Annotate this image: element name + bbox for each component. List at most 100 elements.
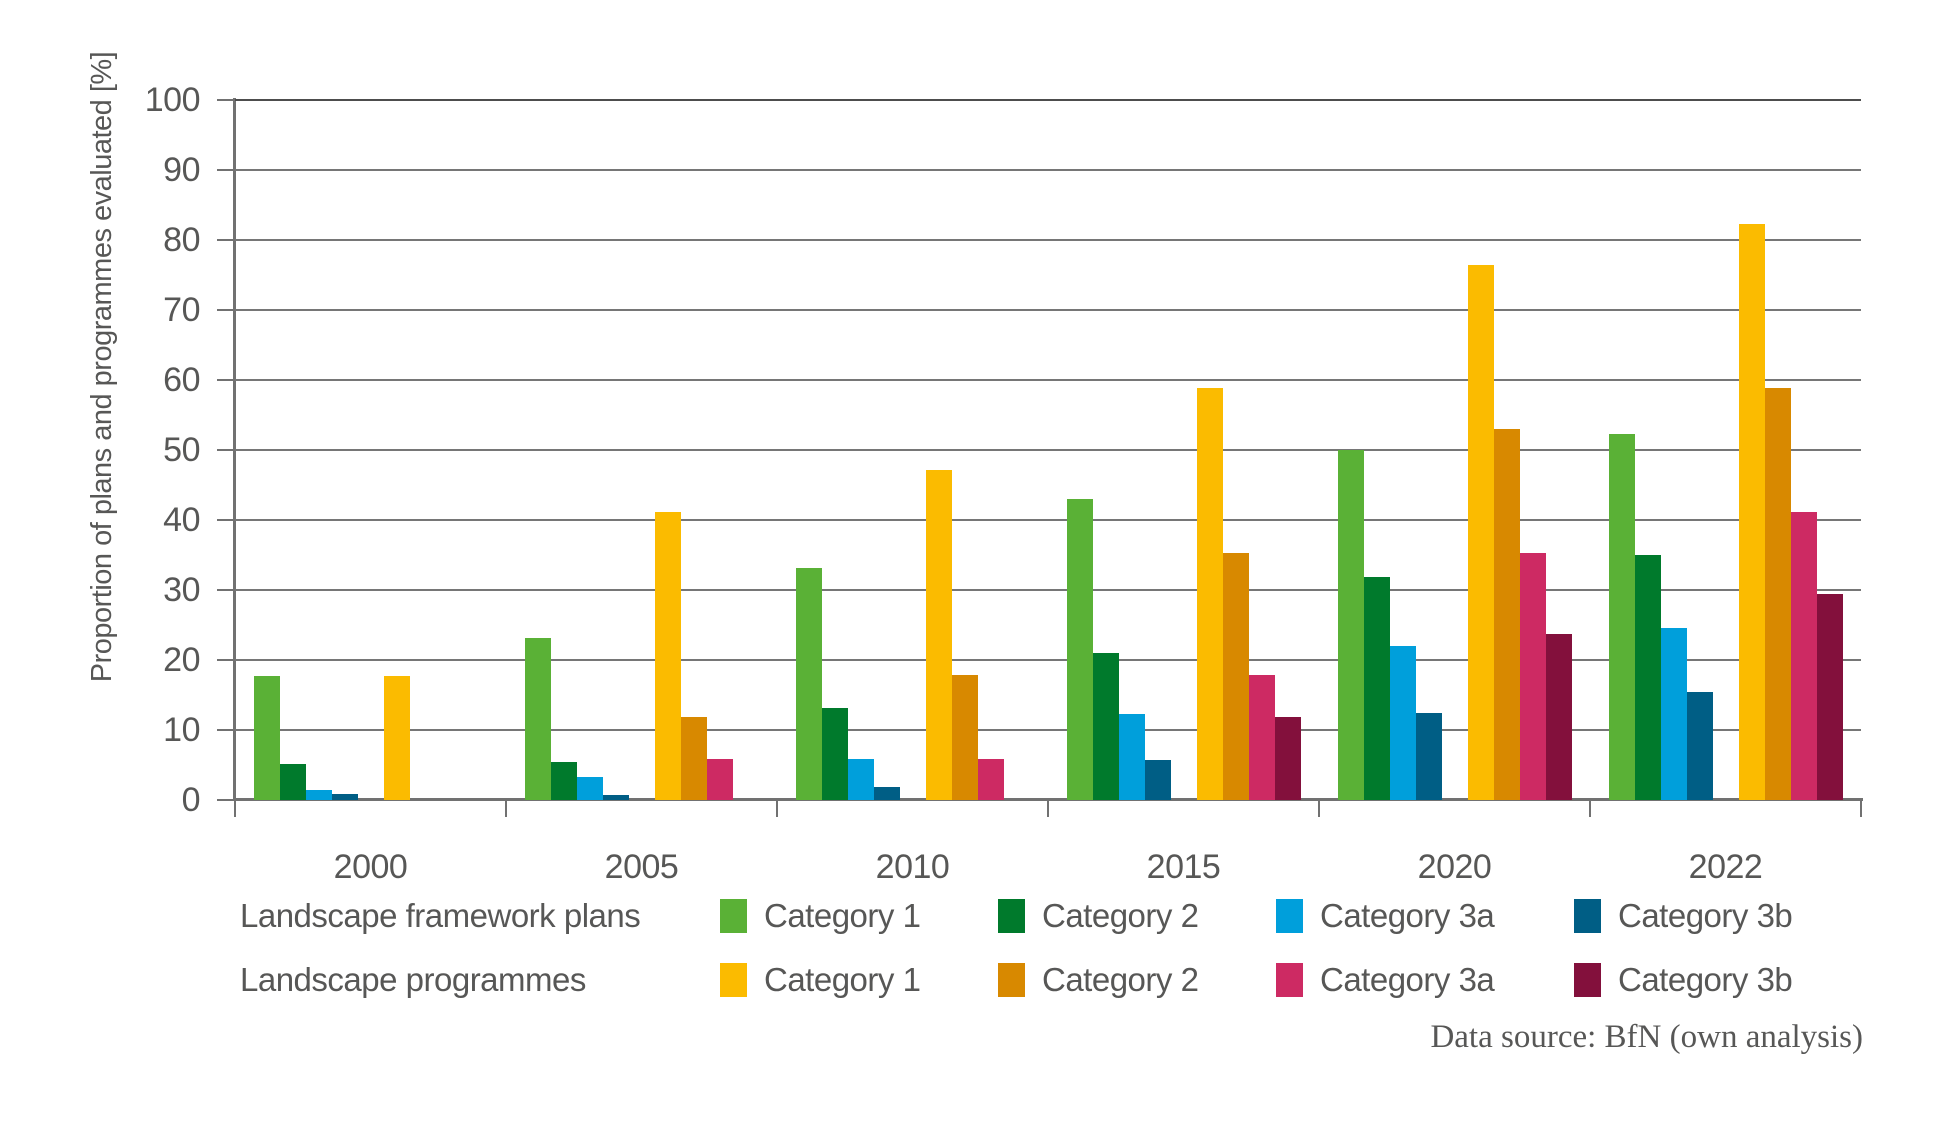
- legend-swatch-landscape-programmes-category-2: [998, 963, 1025, 997]
- y-tick-label-80: 80: [163, 221, 200, 259]
- y-tick-label-100: 100: [144, 81, 201, 119]
- bar-2005-landscape-framework-plans-category-3b: [602, 795, 629, 800]
- legend-swatch-landscape-framework-plans-category-3a: [1276, 899, 1303, 933]
- legend-group-label-landscape-framework-plans: Landscape framework plans: [240, 897, 641, 934]
- bar-2015-landscape-programmes-category-3b: [1274, 716, 1301, 800]
- bar-2022-landscape-programmes-category-2: [1764, 387, 1791, 800]
- legend-item-label-landscape-programmes-category-2: Category 2: [1042, 961, 1199, 998]
- legend-item-label-landscape-framework-plans-category-1: Category 1: [764, 897, 921, 934]
- bar-2015-landscape-framework-plans-category-3a: [1118, 713, 1145, 800]
- bar-2022-landscape-programmes-category-3b: [1816, 593, 1843, 800]
- gridline-20: [235, 659, 1861, 661]
- bar-2020-landscape-programmes-category-1: [1467, 264, 1494, 800]
- gridline-90: [235, 169, 1861, 171]
- legend-swatch-landscape-programmes-category-3b: [1574, 963, 1601, 997]
- x-label-2022: 2022: [1688, 848, 1763, 886]
- bar-2020-landscape-programmes-category-3a: [1519, 552, 1546, 800]
- x-tick-2: [776, 801, 778, 817]
- bar-2005-landscape-framework-plans-category-1: [524, 637, 551, 800]
- bar-2010-landscape-framework-plans-category-3b: [873, 787, 900, 800]
- bar-2005-landscape-programmes-category-2: [680, 716, 707, 800]
- legend-item-label-landscape-programmes-category-3b: Category 3b: [1618, 961, 1793, 998]
- bar-2010-landscape-programmes-category-2: [951, 675, 978, 800]
- source-note: Data source: BfN (own analysis): [1430, 1019, 1863, 1055]
- legend-swatch-landscape-framework-plans-category-2: [998, 899, 1025, 933]
- bar-2000-landscape-framework-plans-category-3b: [331, 794, 358, 800]
- bar-2015-landscape-framework-plans-category-1: [1066, 499, 1093, 800]
- bar-2020-landscape-framework-plans-category-3b: [1415, 712, 1442, 800]
- gridline-10: [235, 729, 1861, 731]
- bar-2022-landscape-framework-plans-category-3b: [1686, 692, 1713, 800]
- bar-2020-landscape-programmes-category-2: [1493, 429, 1520, 800]
- legend-swatch-landscape-programmes-category-1: [720, 963, 747, 997]
- bar-2010-landscape-programmes-category-1: [925, 469, 952, 800]
- bar-2010-landscape-framework-plans-category-2: [821, 707, 848, 800]
- gridline-100: [235, 99, 1861, 101]
- y-tick-30: [217, 589, 233, 591]
- y-tick-label-90: 90: [163, 151, 200, 189]
- bar-2010-landscape-programmes-category-3a: [977, 758, 1004, 800]
- gridline-60: [235, 379, 1861, 381]
- bar-2000-landscape-framework-plans-category-2: [279, 764, 306, 800]
- legend-item-label-landscape-framework-plans-category-2: Category 2: [1042, 897, 1199, 934]
- gridline-30: [235, 589, 1861, 591]
- gridline-50: [235, 449, 1861, 451]
- legend-item-label-landscape-programmes-category-1: Category 1: [764, 961, 921, 998]
- y-tick-20: [217, 659, 233, 661]
- legend-swatch-landscape-programmes-category-3a: [1276, 963, 1303, 997]
- bar-2022-landscape-programmes-category-3a: [1790, 511, 1817, 800]
- x-axis-line: [233, 798, 1863, 801]
- bar-2022-landscape-framework-plans-category-2: [1634, 555, 1661, 800]
- y-tick-0: [217, 799, 233, 801]
- y-tick-90: [217, 169, 233, 171]
- bar-2010-landscape-framework-plans-category-3a: [847, 758, 874, 800]
- x-tick-5: [1589, 801, 1591, 817]
- legend-swatch-landscape-framework-plans-category-1: [720, 899, 747, 933]
- bar-2000-landscape-programmes-category-1: [383, 676, 410, 800]
- bar-2000-landscape-framework-plans-category-1: [253, 676, 280, 800]
- y-tick-label-70: 70: [163, 291, 200, 329]
- x-tick-1: [505, 801, 507, 817]
- y-tick-label-50: 50: [163, 431, 200, 469]
- gridline-80: [235, 239, 1861, 241]
- x-tick-0: [234, 801, 236, 817]
- bar-2000-landscape-framework-plans-category-3a: [305, 789, 332, 800]
- y-axis-line: [233, 98, 236, 801]
- gridline-70: [235, 309, 1861, 311]
- x-label-2000: 2000: [333, 848, 408, 886]
- bar-2005-landscape-programmes-category-3a: [706, 758, 733, 800]
- legend-item-label-landscape-framework-plans-category-3b: Category 3b: [1618, 897, 1793, 934]
- y-tick-label-30: 30: [163, 571, 200, 609]
- x-tick-4: [1318, 801, 1320, 817]
- y-tick-70: [217, 309, 233, 311]
- legend-swatch-landscape-framework-plans-category-3b: [1574, 899, 1601, 933]
- gridline-40: [235, 519, 1861, 521]
- plot-area: [235, 99, 1861, 800]
- x-label-2010: 2010: [875, 848, 950, 886]
- bar-2015-landscape-framework-plans-category-2: [1092, 653, 1119, 800]
- y-tick-label-60: 60: [163, 361, 200, 399]
- bar-2020-landscape-framework-plans-category-1: [1337, 450, 1364, 800]
- y-tick-label-10: 10: [163, 711, 200, 749]
- y-tick-60: [217, 379, 233, 381]
- x-tick-6: [1860, 801, 1862, 817]
- bar-2022-landscape-programmes-category-1: [1738, 223, 1765, 800]
- legend-item-label-landscape-framework-plans-category-3a: Category 3a: [1320, 897, 1495, 934]
- y-tick-label-40: 40: [163, 501, 200, 539]
- bar-2010-landscape-framework-plans-category-1: [795, 567, 822, 800]
- y-tick-80: [217, 239, 233, 241]
- x-tick-3: [1047, 801, 1049, 817]
- y-tick-label-0: 0: [181, 781, 201, 819]
- bar-2022-landscape-framework-plans-category-3a: [1660, 627, 1687, 800]
- y-tick-10: [217, 729, 233, 731]
- legend-row-landscape-programmes: Landscape programmes Category 1 Category 2…: [0, 959, 1949, 1001]
- bar-2020-landscape-framework-plans-category-3a: [1389, 646, 1416, 800]
- y-tick-label-20: 20: [163, 641, 200, 679]
- y-tick-100: [217, 99, 233, 101]
- x-label-2005: 2005: [604, 848, 679, 886]
- bar-2005-landscape-framework-plans-category-3a: [576, 776, 603, 800]
- y-tick-40: [217, 519, 233, 521]
- x-label-2015: 2015: [1146, 848, 1221, 886]
- bar-2022-landscape-framework-plans-category-1: [1608, 433, 1635, 800]
